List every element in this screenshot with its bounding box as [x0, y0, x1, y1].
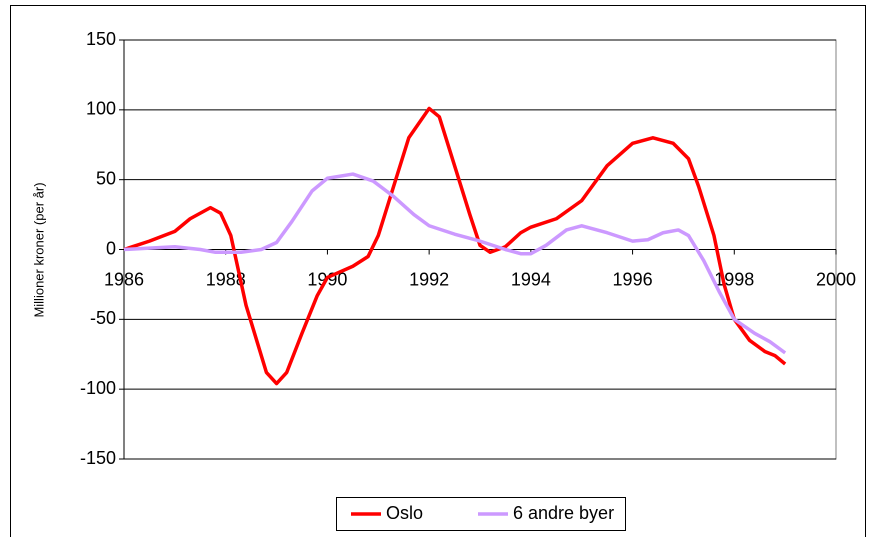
y-tick-label: -50 [90, 308, 116, 328]
x-tick-label: 1992 [409, 269, 449, 289]
y-tick-label: -150 [80, 448, 116, 468]
legend-label: 6 andre byer [513, 503, 614, 523]
x-tick-label: 1994 [511, 269, 551, 289]
x-tick-label: 2000 [816, 269, 856, 289]
y-axis-label: Millioner kroner (per år) [31, 182, 46, 317]
y-tick-label: 0 [106, 238, 116, 258]
y-tick-label: 150 [86, 29, 116, 49]
y-tick-label: -100 [80, 378, 116, 398]
x-tick-label: 1986 [104, 269, 144, 289]
legend-label: Oslo [386, 503, 423, 523]
series-line [123, 106, 787, 386]
x-tick-label: 1996 [613, 269, 653, 289]
y-tick-label: 50 [96, 168, 116, 188]
y-tick-label: 100 [86, 99, 116, 119]
x-tick-label: 1988 [206, 269, 246, 289]
series-line [123, 172, 787, 355]
